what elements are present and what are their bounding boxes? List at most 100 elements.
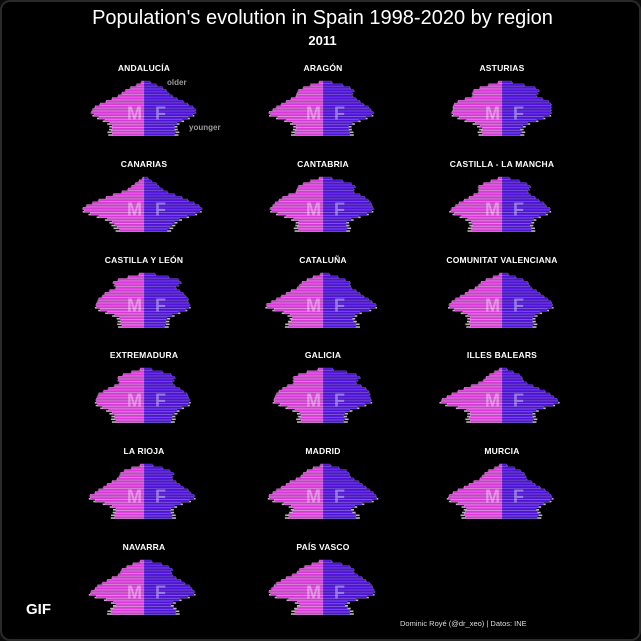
female-bar [322,223,347,227]
female-bar [143,562,162,566]
female-bar [322,392,370,396]
male-bar [113,606,145,610]
female-bar [322,606,348,610]
female-bar [322,603,346,607]
female-bar [322,474,351,478]
male-bar [468,322,503,325]
male-label: M [127,296,142,316]
female-bar [322,417,346,420]
male-bar [493,275,503,279]
male-bar [472,223,503,227]
female-bar [143,581,185,585]
male-bar [114,384,145,387]
female-label: F [334,583,345,603]
female-bar [322,505,355,508]
female-bar [143,400,190,404]
female-bar [322,513,357,516]
female-bar [322,510,353,514]
female-bar [322,108,371,111]
male-bar [319,559,324,563]
female-bar [143,587,192,590]
female-bar [143,289,180,292]
pyramid-panel: LA RIOJA M F [54,446,234,526]
female-bar [143,463,153,467]
female-bar [143,196,182,199]
female-bar [322,133,351,136]
male-label: M [306,296,321,316]
female-bar [143,308,186,312]
male-bar [298,229,324,232]
female-bar [501,516,538,519]
female-bar [322,111,374,114]
female-bar [322,209,372,213]
male-bar [478,187,503,191]
female-bar [501,292,540,295]
male-bar [299,417,324,420]
female-bar [143,420,172,423]
female-bar [143,229,168,232]
female-bar [322,212,368,216]
male-bar [112,411,145,415]
female-label: F [334,391,345,411]
male-bar [483,378,503,382]
female-bar [143,496,195,500]
female-bar [322,316,353,320]
female-bar [322,499,372,503]
pyramid-panel: CATALUÑA M F [233,255,413,335]
female-label: F [513,296,524,316]
female-bar [322,485,366,489]
female-bar [322,384,361,387]
female-bar [501,190,528,194]
female-bar [322,483,363,486]
male-bar [470,420,503,423]
female-bar [322,568,354,571]
male-bar [479,477,503,481]
female-bar [501,193,531,196]
male-bar [288,322,324,325]
female-bar [322,218,352,221]
female-bar [143,367,152,371]
female-bar [143,209,201,213]
female-bar [143,565,169,568]
pyramid-panel: CASTILLA Y LEÓN M F [54,255,234,335]
female-bar [501,212,547,216]
female-bar [322,314,355,317]
female-bar [322,190,354,194]
male-bar [471,226,503,229]
male-bar [481,281,503,284]
male-bar [118,378,145,382]
female-bar [143,300,189,303]
female-bar [322,83,343,87]
female-bar [501,207,550,210]
male-label: M [306,104,321,124]
male-bar [298,185,324,188]
female-bar [143,204,200,207]
female-label: F [155,583,166,603]
female-bar [143,113,193,117]
female-bar [322,573,358,577]
female-bar [322,559,332,563]
male-bar [288,193,324,196]
male-bar [119,474,145,478]
female-bar [322,303,376,306]
male-bar [112,480,145,483]
female-bar [322,179,343,183]
female-bar [322,601,348,604]
male-bar [465,292,503,295]
male-bar [468,196,503,199]
male-bar [287,384,324,387]
male-bar [104,292,145,295]
female-bar [501,499,550,503]
male-bar [300,474,324,478]
panel-title: CASTILLA - LA MANCHA [449,159,555,169]
female-bar [501,367,508,371]
female-bar [143,281,181,284]
male-bar [494,466,503,470]
pyramid-panel: COMUNITAT VALENCIANA M F [412,255,592,335]
female-bar [501,370,514,374]
male-bar [473,480,503,483]
